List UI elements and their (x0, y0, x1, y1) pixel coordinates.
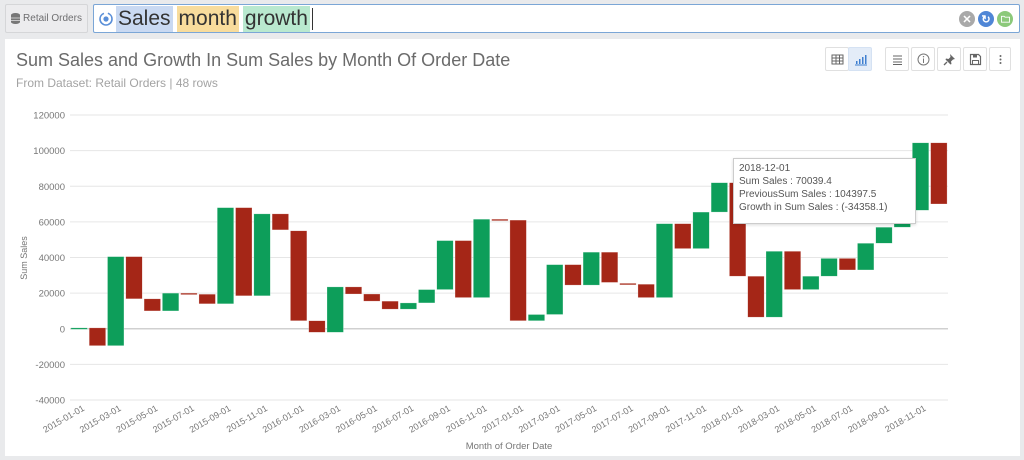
tooltip-previous-sum-sales: PreviousSum Sales : 104397.5 (739, 189, 877, 200)
clear-icon[interactable]: ✕ (959, 11, 975, 27)
table-view-button[interactable] (825, 47, 849, 71)
chart-title: Sum Sales and Growth In Sum Sales by Mon… (16, 50, 511, 70)
save-icon (969, 53, 981, 65)
settings-list-icon (892, 55, 902, 65)
refresh-icon[interactable]: ↻ (978, 11, 994, 27)
folder-icon[interactable] (997, 11, 1013, 27)
search-input[interactable]: Sales month growth ✕ ↻ (93, 4, 1020, 33)
chart-tooltip: 2018-12-01 Sum Sales : 70039.4 PreviousS… (733, 158, 916, 224)
dataset-button[interactable]: Retail Orders (5, 4, 88, 33)
info-icon (917, 53, 929, 65)
more-button[interactable] (989, 47, 1011, 71)
more-icon (999, 54, 1001, 64)
tooltip-growth: Growth in Sum Sales : (-34358.1) (739, 202, 888, 213)
dataset-label: Retail Orders (23, 13, 82, 24)
settings-list-button[interactable] (885, 47, 909, 71)
tooltip-date: 2018-12-01 (739, 163, 791, 174)
info-button[interactable] (911, 47, 935, 71)
search-token-keyword[interactable]: growth (242, 5, 310, 32)
chart-subtitle: From Dataset: Retail Orders | 48 rows (16, 76, 218, 90)
chart-view-icon (854, 54, 867, 65)
search-token-measure[interactable]: Sales (116, 5, 173, 32)
search-logo-icon (99, 11, 113, 26)
save-button[interactable] (963, 47, 987, 71)
table-view-icon (831, 54, 843, 64)
pin-icon (943, 53, 955, 65)
text-caret (311, 7, 313, 30)
chart-view-button[interactable] (848, 47, 872, 71)
tooltip-sum-sales: Sum Sales : 70039.4 (739, 176, 832, 187)
top-bar: Retail Orders Sales month growth ✕ ↻ (0, 0, 1024, 38)
search-token-date[interactable]: month (176, 5, 239, 32)
pin-button[interactable] (937, 47, 961, 71)
database-icon (11, 13, 21, 24)
chart-card: Sum Sales and Growth In Sum Sales by Mon… (5, 39, 1020, 456)
